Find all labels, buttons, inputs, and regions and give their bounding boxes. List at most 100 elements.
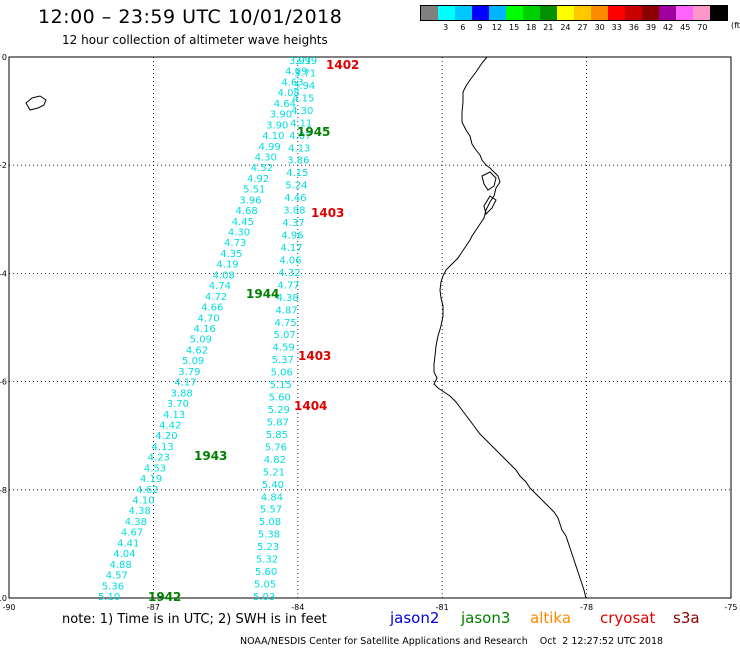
swh-value: 4.88 — [109, 560, 131, 571]
mainland-coast — [433, 56, 587, 599]
swh-value: 4.75 — [274, 318, 296, 329]
swh-value: 4.45 — [232, 217, 254, 228]
swh-value: 4.37 — [282, 218, 304, 229]
legend-label: 45 — [680, 23, 691, 32]
map-subtitle: 12 hour collection of altimeter wave hei… — [62, 33, 328, 47]
swh-value: 4.59 — [273, 343, 295, 354]
swh-value: 5.21 — [263, 467, 285, 478]
credit-line: NOAA/NESDIS Center for Satellite Applica… — [240, 636, 664, 647]
x-tick-label: -87 — [147, 603, 160, 612]
swh-value: 5.23 — [257, 542, 279, 553]
legend-label: 12 — [491, 23, 503, 32]
swh-value: 4.53 — [144, 463, 166, 474]
legend-swatch — [438, 6, 455, 20]
swh-value: 4.11 — [290, 118, 312, 129]
swh-value: 4.64 — [274, 99, 296, 110]
swh-value: 4.38 — [129, 506, 151, 517]
swh-value: 5.03 — [253, 592, 275, 603]
x-tick-label: -75 — [724, 603, 737, 612]
swh-value: 4.67 — [121, 528, 143, 539]
pass-time-label: 1944 — [246, 287, 279, 301]
swh-value: 5.08 — [259, 517, 281, 528]
legend-label: 30 — [594, 23, 605, 32]
legend-swatch — [540, 6, 557, 20]
legend-swatch — [489, 6, 506, 20]
swh-value: 4.73 — [224, 238, 246, 249]
swh-value: 3.88 — [171, 388, 193, 399]
legend-label: 21 — [543, 23, 554, 32]
swh-value: 4.23 — [148, 453, 170, 464]
satellite-name-cryosat: cryosat — [600, 609, 656, 627]
swh-value: 5.60 — [255, 567, 277, 578]
legend-swatch — [574, 6, 591, 20]
pass-time-label: 1403 — [311, 206, 344, 220]
y-tick-label: -10 — [0, 594, 7, 603]
swh-value: 4.15 — [286, 168, 308, 179]
swh-value: 4.38 — [276, 293, 298, 304]
swh-value: 4.15 — [292, 93, 314, 104]
legend-swatch — [455, 6, 472, 20]
swh-value: 3.96 — [239, 195, 261, 206]
swh-value: 5.87 — [267, 417, 289, 428]
swh-value: 5.29 — [268, 405, 290, 416]
coastline — [25, 56, 587, 599]
legend-swatch — [608, 6, 625, 20]
swh-value: 4.46 — [284, 193, 306, 204]
legend-swatch — [642, 6, 659, 20]
swh-value: 5.51 — [243, 185, 265, 196]
swh-value: 5.37 — [272, 355, 294, 366]
swh-value: 4.62 — [186, 345, 208, 356]
x-tick-label: -81 — [436, 603, 449, 612]
swh-value: 5.07 — [274, 330, 296, 341]
legend-label: 6 — [460, 23, 466, 32]
units-note: note: 1) Time is in UTC; 2) SWH is in fe… — [62, 612, 327, 627]
swh-value: 5.36 — [102, 581, 124, 592]
swh-value: 3.90 — [266, 120, 288, 131]
pass-time-label: 1943 — [194, 449, 227, 463]
swh-value: 4.84 — [261, 492, 283, 503]
satellite-name-jason2: jason2 — [390, 609, 440, 627]
swh-value: 4.82 — [264, 455, 286, 466]
island-outline — [25, 95, 47, 111]
pass-time-labels: 1402 1945 1403 1944 1403 1404 1943 1942 — [148, 58, 359, 604]
legend-unit: (ft) — [731, 21, 740, 30]
puna-island — [481, 171, 497, 191]
legend-label: 24 — [560, 23, 571, 32]
swh-value: 3.88 — [283, 206, 305, 217]
legend-swatches — [420, 5, 728, 21]
track-left: 3.914.094.634.084.643.903.904.104.994.30… — [98, 56, 311, 603]
lat-lon-grid — [8, 56, 732, 599]
swh-value: 4.10 — [262, 131, 284, 142]
swh-value: 4.96 — [281, 231, 303, 242]
swh-value: 5.32 — [256, 555, 278, 566]
swh-value: 3.90 — [270, 110, 292, 121]
legend-swatch — [523, 6, 540, 20]
legend-swatch — [421, 6, 438, 20]
swh-value: 4.09 — [285, 67, 307, 78]
legend-swatch — [676, 6, 693, 20]
y-tick-label: -2 — [0, 161, 7, 170]
y-tick-label: -6 — [0, 378, 7, 387]
y-tick-label: -4 — [0, 269, 7, 278]
legend-label: 42 — [663, 23, 674, 32]
swh-value: 4.20 — [155, 431, 177, 442]
swh-value: 5.38 — [258, 530, 280, 541]
pass-time-label: 1402 — [326, 58, 359, 72]
swh-value: 4.19 — [216, 260, 238, 271]
swh-value: 4.32 — [278, 268, 300, 279]
color-legend: 3 6 9 12 15 18 21 24 27 30 33 36 39 42 45 70 — [420, 5, 728, 35]
swh-value: 4.06 — [279, 255, 301, 266]
x-tick-label: -78 — [580, 603, 593, 612]
legend-swatch — [472, 6, 489, 20]
satellite-name-jason3: jason3 — [461, 609, 511, 627]
swh-value: 4.72 — [205, 292, 227, 303]
swh-value: 5.15 — [270, 380, 292, 391]
swh-value: 4.13 — [288, 143, 310, 154]
swh-value: 4.13 — [151, 442, 173, 453]
swh-value: 4.99 — [258, 142, 280, 153]
swh-value: 5.76 — [265, 442, 287, 453]
satellite-tracks: 3.914.094.634.084.643.903.904.104.994.30… — [98, 56, 317, 603]
swh-value: 5.05 — [254, 580, 276, 591]
swh-value: 5.24 — [285, 181, 307, 192]
